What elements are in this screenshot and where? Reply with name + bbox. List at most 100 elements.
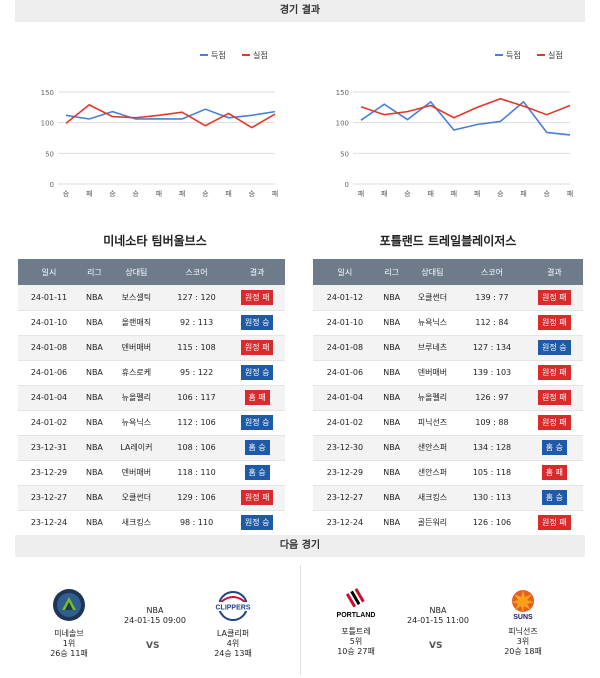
next-game2-datetime: 24-01-15 11:00 <box>407 616 469 625</box>
table-row[interactable]: 24-01-08 NBA 덴버매버 115 : 108 원정 패 <box>18 335 285 361</box>
table-row[interactable]: 24-01-10 NBA 올랜매직 92 : 113 원정 승 <box>18 310 285 336</box>
table-row[interactable]: 23-12-24 NBA 골든워리 126 : 106 원정 패 <box>313 510 583 536</box>
result-badge: 원정 패 <box>538 289 571 305</box>
column-header: 일시 <box>18 259 80 285</box>
cell-score: 95 : 122 <box>163 360 230 386</box>
table-row[interactable]: 24-01-10 NBA 뉴욕닉스 112 : 84 원정 패 <box>313 310 583 336</box>
table-row[interactable]: 24-01-04 NBA 뉴올펠리 106 : 117 홈 패 <box>18 385 285 411</box>
cell-league: NBA <box>376 485 407 511</box>
table-row[interactable]: 24-01-06 NBA 덴버매버 139 : 103 원정 패 <box>313 360 583 386</box>
x-tick-label: 패 <box>427 189 433 198</box>
blazers-logo-icon: PORTLAND <box>337 588 375 619</box>
table-header-row: 일시 리그 상대팀 스코어 결과 <box>18 259 285 285</box>
cell-score: 106 : 117 <box>163 385 230 411</box>
x-tick-label: 승 <box>132 190 139 198</box>
cell-opp: 브루네츠 <box>406 335 459 361</box>
column-header: 스코어 <box>163 259 230 285</box>
cell-result: 홈 승 <box>525 485 583 511</box>
x-tick-label: 승 <box>544 190 551 198</box>
cell-league: NBA <box>79 510 109 536</box>
x-tick-label: 패 <box>381 189 387 198</box>
column-header: 상대팀 <box>406 259 459 285</box>
result-badge: 원정 패 <box>240 340 274 355</box>
cell-league: NBA <box>79 310 109 336</box>
left-results-table: 일시 리그 상대팀 스코어 결과 24-01-11 NBA 보스셀틱 127 : 120 원정 패… <box>18 259 285 536</box>
table-row[interactable]: 23-12-24 NBA 새크킹스 98 : 110 원정 승 <box>18 510 285 536</box>
cell-date: 23-12-27 <box>313 485 377 511</box>
next-game1-home[interactable]: 미네솔브 1위 26승 11패 <box>40 588 98 659</box>
cell-date: 24-01-06 <box>313 360 377 386</box>
cell-opp: 올랜매직 <box>108 310 164 336</box>
cell-score: 126 : 106 <box>458 510 526 536</box>
table-row[interactable]: 23-12-29 NBA 샌안스퍼 105 : 118 홈 패 <box>313 460 583 486</box>
result-badge: 원정 승 <box>240 315 274 330</box>
cell-result: 홈 승 <box>525 435 583 461</box>
table-row[interactable]: 24-01-06 NBA 휴스로케 95 : 122 원정 승 <box>18 360 285 386</box>
table-row[interactable]: 23-12-30 NBA 샌안스퍼 134 : 128 홈 승 <box>313 435 583 461</box>
cell-score: 98 : 110 <box>163 510 230 536</box>
next-game2-away-record: 20승 18패 <box>504 647 542 656</box>
x-tick-label: 승 <box>202 190 209 198</box>
table-row[interactable]: 24-01-11 NBA 보스셀틱 127 : 120 원정 패 <box>18 285 285 311</box>
legend-score: 득점 <box>211 50 226 60</box>
cell-opp: LA레이커 <box>108 435 164 461</box>
y-tick-label: 100 <box>41 120 54 128</box>
table-row[interactable]: 23-12-29 NBA 덴버매버 118 : 110 홈 승 <box>18 460 285 486</box>
next-game2-info: NBA 24-01-15 11:00 <box>398 606 478 626</box>
cell-score: 118 : 110 <box>163 460 230 486</box>
table-row[interactable]: 24-01-02 NBA 피닉선즈 109 : 88 원정 패 <box>313 410 583 436</box>
x-tick-label: 승 <box>404 190 411 198</box>
next-game-header: 다음 경기 <box>15 535 585 557</box>
cell-league: NBA <box>376 335 407 361</box>
cell-result: 원정 승 <box>229 360 285 386</box>
cell-opp: 새크킹스 <box>406 485 459 511</box>
table-row[interactable]: 23-12-27 NBA 오클썬더 129 : 106 원정 패 <box>18 485 285 511</box>
column-header: 리그 <box>376 259 407 285</box>
y-tick-label: 0 <box>50 181 54 189</box>
table-row[interactable]: 24-01-12 NBA 오클썬더 139 : 77 원정 패 <box>313 285 583 311</box>
cell-score: 126 : 97 <box>458 385 526 411</box>
table-row[interactable]: 23-12-31 NBA LA레이커 108 : 106 홈 승 <box>18 435 285 461</box>
column-header: 스코어 <box>458 259 526 285</box>
cell-date: 23-12-29 <box>313 460 377 486</box>
cell-score: 127 : 120 <box>163 285 230 311</box>
cell-opp: 뉴욕닉스 <box>108 410 164 436</box>
table-row[interactable]: 24-01-08 NBA 브루네츠 127 : 134 원정 승 <box>313 335 583 361</box>
result-badge: 홈 패 <box>244 390 270 405</box>
left-score-chart: 득점 실점 150 100 50 0 승 패 승 승 패 패 승 패 승 패 <box>41 50 279 198</box>
result-badge: 홈 승 <box>541 490 567 505</box>
y-tick-label: 50 <box>45 150 54 158</box>
cell-result: 홈 패 <box>229 385 285 411</box>
next-game1-datetime: 24-01-15 09:00 <box>124 616 186 625</box>
next-game2-away[interactable]: SUNS 피닉선즈 3위 20승 18패 <box>495 588 551 657</box>
result-badge: 원정 패 <box>538 415 571 430</box>
cell-opp: 뉴올펠리 <box>108 385 164 411</box>
next-game1-away[interactable]: CLIPPERS LA클리퍼 4위 24승 13패 <box>205 590 261 659</box>
x-tick-label: 승 <box>497 190 504 198</box>
suns-logo-text: SUNS <box>513 614 533 621</box>
column-header: 결과 <box>229 259 285 285</box>
next-game2-home-name: 포틀트레 <box>341 627 371 636</box>
legend-conceded: 실점 <box>548 50 563 60</box>
cell-result: 원정 패 <box>525 360 583 386</box>
table-row[interactable]: 24-01-02 NBA 뉴욕닉스 112 : 106 원정 승 <box>18 410 285 436</box>
cell-opp: 오클썬더 <box>406 285 459 311</box>
next-game1-home-name: 미네솔브 <box>54 629 84 638</box>
cell-result: 원정 패 <box>525 285 583 311</box>
next-game1-info: NBA 24-01-15 09:00 <box>115 606 195 626</box>
next-game1-away-record: 24승 13패 <box>214 649 252 658</box>
x-tick-label: 패 <box>179 189 185 198</box>
result-badge: 원정 승 <box>240 365 274 380</box>
cell-league: NBA <box>79 435 109 461</box>
cell-league: NBA <box>376 285 407 311</box>
table-row[interactable]: 23-12-27 NBA 새크킹스 130 : 113 홈 승 <box>313 485 583 511</box>
x-tick-label: 패 <box>474 189 480 198</box>
left-team-title: 미네소타 팀버울브스 <box>103 234 207 248</box>
table-row[interactable]: 24-01-04 NBA 뉴올펠리 126 : 97 원정 패 <box>313 385 583 411</box>
cell-result: 원정 승 <box>229 510 285 536</box>
cell-result: 원정 승 <box>229 410 285 436</box>
result-badge: 원정 패 <box>538 515 571 530</box>
next-game2-home[interactable]: PORTLAND 포틀트레 5위 10승 27패 <box>328 588 384 657</box>
cell-date: 24-01-04 <box>313 385 377 411</box>
conceded-series-line <box>360 97 571 119</box>
